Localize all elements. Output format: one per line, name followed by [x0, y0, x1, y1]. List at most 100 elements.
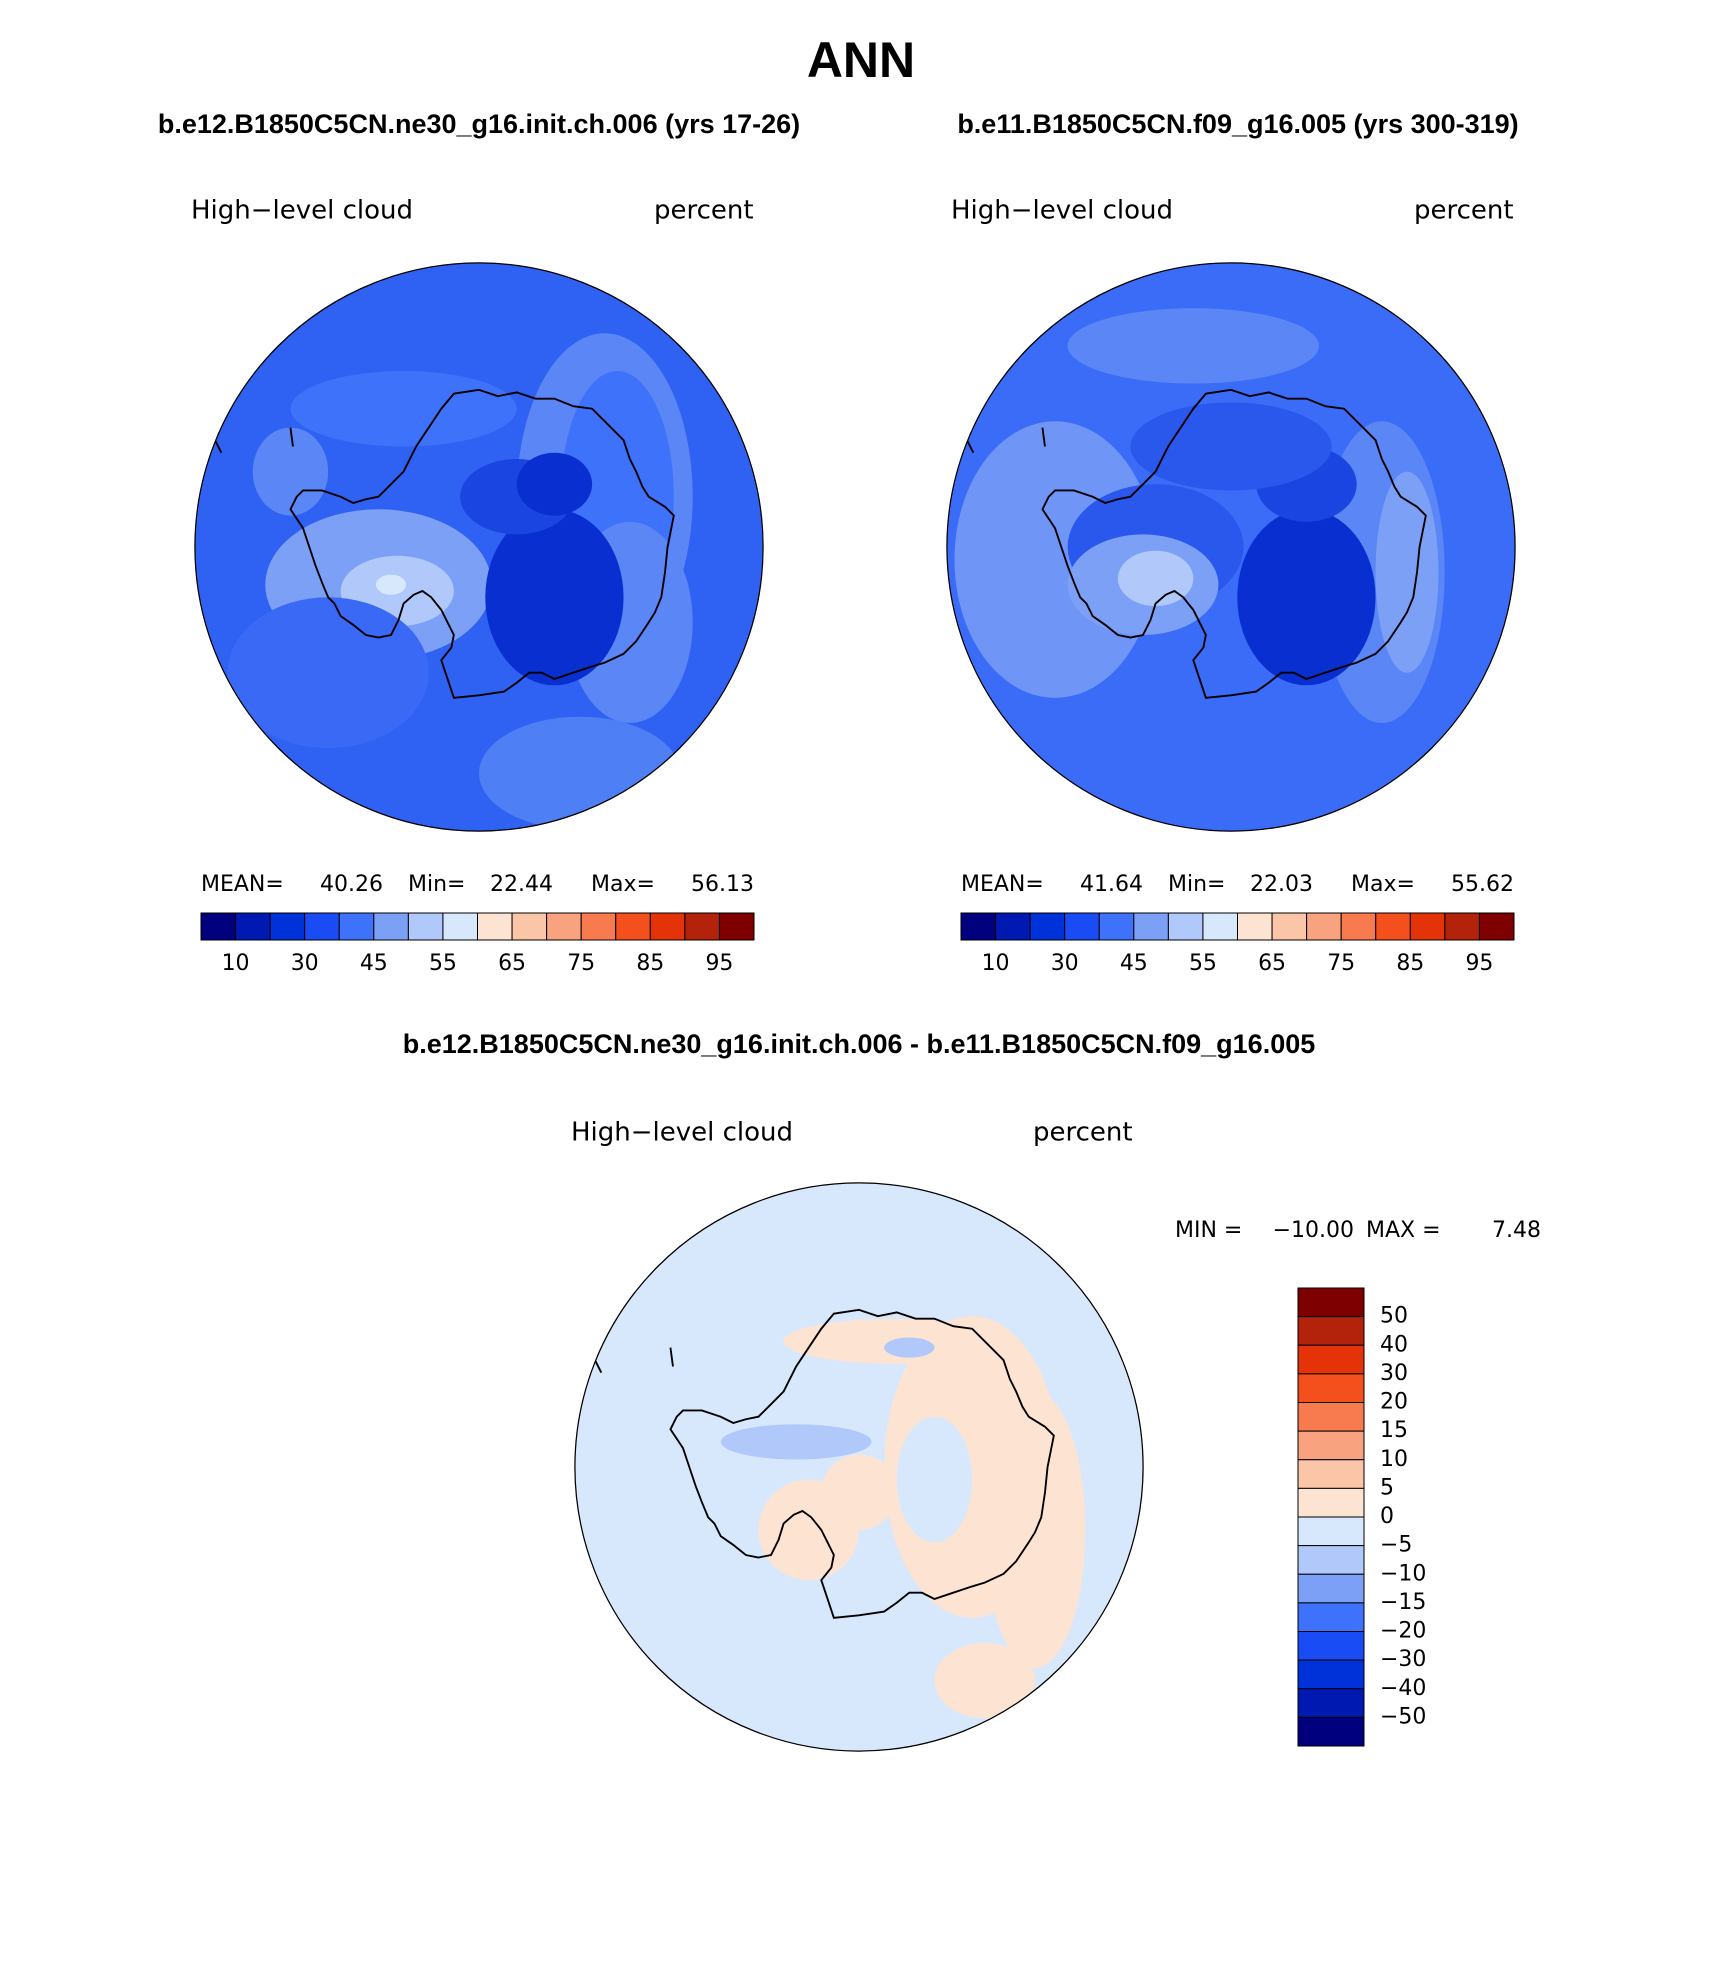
difference-subtitle: b.e12.B1850C5CN.ne30_g16.init.ch.006 - b…	[403, 1029, 1316, 1059]
colorbar-label: 15	[1380, 1418, 1408, 1443]
colorbar-label: 5	[1380, 1475, 1394, 1500]
colorbar-label: 10	[1380, 1447, 1408, 1472]
stat-label: Max=	[591, 872, 655, 897]
colorbar-label: 55	[1189, 951, 1217, 976]
stat-label: Min=	[1168, 872, 1225, 897]
colorbar-box	[580, 912, 617, 941]
stat-label: MEAN=	[201, 872, 284, 897]
title: ANN	[807, 32, 915, 88]
coastline	[594, 1308, 1055, 1619]
units-label: percent	[1414, 196, 1514, 226]
colorbar-box	[1297, 1373, 1365, 1403]
colorbar-box	[1297, 1344, 1365, 1375]
colorbar-box	[546, 912, 582, 941]
colorbar-label: −20	[1380, 1619, 1426, 1644]
panel-subtitle: b.e11.B1850C5CN.f09_g16.005 (yrs 300-319…	[957, 109, 1518, 139]
colorbar-box	[235, 912, 271, 941]
min-label: MIN =	[1175, 1218, 1242, 1243]
colorbar-label: 40	[1380, 1332, 1408, 1357]
map	[946, 262, 1516, 832]
colorbar-label: 30	[291, 951, 319, 976]
colorbar-label: 75	[567, 951, 595, 976]
colorbar-box	[1297, 1430, 1365, 1461]
colorbar-label: 75	[1327, 951, 1355, 976]
map	[194, 262, 764, 832]
contour-region	[1237, 509, 1376, 686]
contour-region	[984, 1391, 1086, 1669]
colorbar-box	[477, 912, 513, 941]
colorbar-box	[1297, 1287, 1365, 1318]
colorbar-box	[1237, 912, 1273, 941]
colorbar-label: 95	[705, 951, 733, 976]
colorbar-box	[1167, 912, 1204, 941]
colorbar-label: 30	[1380, 1361, 1408, 1386]
map-field	[574, 1182, 1144, 1752]
colorbar-box	[1133, 912, 1169, 941]
colorbar-box	[684, 912, 720, 941]
colorbar-box	[1375, 912, 1411, 941]
colorbar-box	[373, 912, 409, 941]
colorbar-box	[1202, 912, 1238, 941]
colorbar-box	[304, 912, 340, 941]
contour-region	[1130, 402, 1332, 491]
contour-region	[720, 1424, 872, 1460]
colorbar-box	[1297, 1602, 1365, 1632]
map-field	[946, 262, 1516, 832]
colorbar-box	[407, 912, 444, 941]
colorbar-label: −10	[1380, 1561, 1426, 1586]
colorbar-label: 45	[1120, 951, 1148, 976]
colorbar-box	[1271, 912, 1308, 941]
coastline	[966, 388, 1427, 699]
contour-region	[884, 1337, 935, 1358]
variable-label: High−level cloud	[571, 1118, 793, 1148]
colorbar-box	[442, 912, 478, 941]
map-border	[574, 1182, 1144, 1752]
colorbar-box	[615, 912, 651, 941]
colorbar-box	[649, 912, 686, 941]
stat-value: 56.13	[691, 872, 754, 897]
colorbar-label: 85	[1396, 951, 1424, 976]
min-value: −10.00	[1273, 1218, 1354, 1243]
colorbar-box	[1098, 912, 1135, 941]
stat-value: 22.44	[490, 872, 553, 897]
colorbar-box	[1297, 1716, 1365, 1747]
stat-label: MEAN=	[961, 872, 1044, 897]
colorbar-box	[1297, 1487, 1365, 1518]
contour-region	[290, 371, 517, 447]
contour-region	[821, 1454, 897, 1530]
stat-value: 55.62	[1451, 872, 1514, 897]
colorbar-box	[200, 912, 237, 941]
colorbar-label: 30	[1051, 951, 1079, 976]
colorbar-label: −30	[1380, 1647, 1426, 1672]
colorbar-label: 0	[1380, 1504, 1394, 1529]
contour-region	[1067, 308, 1319, 384]
colorbar-label: 65	[1258, 951, 1286, 976]
stat-value: 40.26	[320, 872, 383, 897]
colorbar-box	[1297, 1688, 1365, 1718]
colorbar-box	[1297, 1545, 1365, 1575]
colorbar-label: −15	[1380, 1590, 1426, 1615]
colorbar-label: 50	[1380, 1304, 1408, 1329]
variable-label: High−level cloud	[191, 196, 413, 226]
contour-region	[954, 421, 1156, 698]
colorbar-box	[1340, 912, 1377, 941]
colorbar-label: 65	[498, 951, 526, 976]
colorbar-box	[1297, 1459, 1365, 1489]
stat-value: 41.64	[1080, 872, 1143, 897]
colorbar-label: 55	[429, 951, 457, 976]
contour-region	[1375, 471, 1439, 673]
max-label: MAX =	[1366, 1218, 1441, 1243]
colorbar-box	[1297, 1659, 1365, 1690]
colorbar-box	[1306, 912, 1342, 941]
colorbar-label: 95	[1465, 951, 1493, 976]
colorbar-box	[1297, 1631, 1365, 1661]
colorbar-box	[1029, 912, 1066, 941]
contour-region	[485, 509, 624, 686]
colorbar-box	[1297, 1402, 1365, 1432]
colorbar-box	[269, 912, 306, 941]
stat-value: 22.03	[1250, 872, 1313, 897]
map-field	[194, 262, 764, 832]
contour-region	[1117, 550, 1194, 607]
colorbar-label: 10	[982, 951, 1010, 976]
